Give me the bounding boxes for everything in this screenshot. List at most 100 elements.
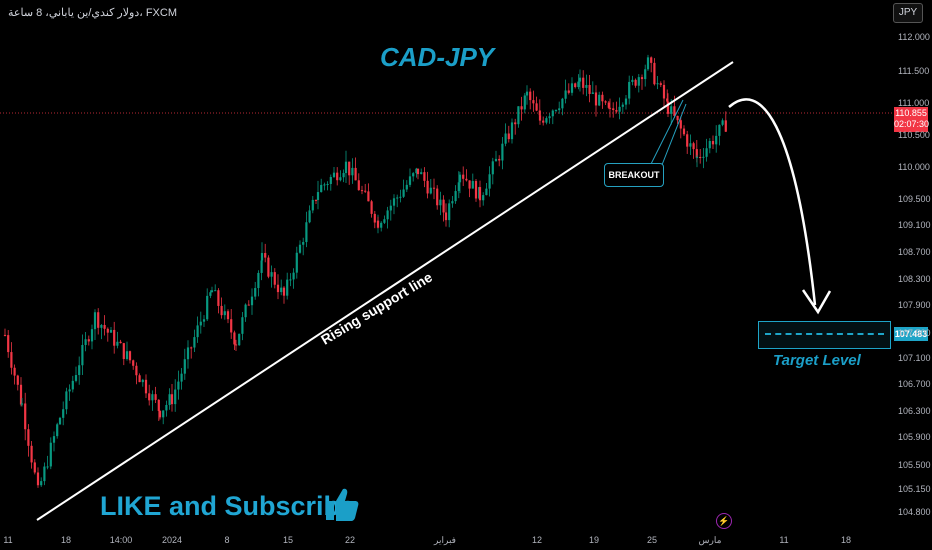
y-tick-label: 105.900 (898, 432, 931, 442)
candle-body (491, 161, 494, 175)
candle-body (598, 94, 601, 106)
candle-body (644, 69, 647, 80)
candle-body (494, 158, 498, 162)
candle-body (646, 57, 650, 70)
target-zone (758, 321, 891, 349)
candle-body (93, 312, 97, 330)
candle-body (298, 244, 302, 253)
candle-body (662, 84, 666, 99)
candle-body (432, 187, 436, 189)
breakout-label: BREAKOUT (604, 163, 664, 187)
x-tick-label: 2024 (161, 535, 183, 545)
candle-body (699, 156, 702, 158)
y-tick-label: 110.500 (898, 130, 930, 140)
target-level-label: Target Level (773, 352, 861, 369)
candle-body (196, 325, 199, 338)
candle-body (451, 201, 454, 204)
candle-body (621, 104, 624, 107)
candle-body (320, 184, 323, 193)
candle-body (721, 120, 724, 125)
candle-body (68, 389, 71, 392)
x-tick-label: 22 (344, 535, 356, 545)
candle-body (230, 319, 233, 333)
x-tick-label: مارس (698, 535, 722, 545)
candle-body (292, 272, 295, 280)
x-tick-label: 15 (282, 535, 294, 545)
candle-body (27, 429, 30, 446)
candle-body (241, 317, 244, 334)
candle-body (49, 442, 52, 467)
candle-body (36, 472, 40, 486)
chart-title: CAD-JPY (380, 42, 495, 72)
candle-body (344, 161, 348, 174)
candle-body (454, 191, 457, 202)
candle-body (183, 359, 186, 374)
currency-button[interactable]: JPY (893, 3, 923, 23)
x-tick-label: 19 (588, 535, 600, 545)
candle-body (289, 279, 292, 281)
candle-body (238, 333, 241, 346)
candle-body (84, 339, 87, 345)
candle-body (392, 198, 396, 206)
candle-body (525, 91, 529, 96)
candle-body (206, 295, 209, 320)
candle-body (656, 83, 659, 85)
candle-body (210, 290, 214, 293)
candle-body (548, 116, 551, 119)
candle-body (354, 167, 357, 181)
candle-body (217, 290, 220, 306)
candle-body (631, 79, 634, 82)
candle-body (7, 335, 10, 353)
y-tick-label: 111.500 (898, 66, 930, 76)
candle-body (16, 375, 19, 385)
candle-body (457, 182, 460, 192)
candle-body (582, 77, 585, 88)
candle-body (234, 344, 238, 346)
candle-body (436, 188, 439, 206)
candle-body (30, 445, 33, 463)
projection-arrow-head (801, 289, 832, 315)
y-tick-label: 107.100 (898, 353, 931, 363)
candle-body (577, 81, 580, 88)
candle-body (220, 305, 223, 316)
candle-body (458, 174, 462, 183)
candle-body (517, 106, 520, 125)
candles (3, 54, 727, 488)
candle-body (202, 319, 206, 322)
candle-body (399, 196, 402, 198)
candle-body (177, 381, 180, 390)
candle-body (585, 84, 588, 88)
candle-body (141, 379, 144, 383)
thumbs-up-icon (326, 488, 359, 521)
candle-body (420, 172, 423, 175)
like-subscribe-text: LIKE and Subscribe (100, 491, 356, 521)
candle-body (74, 375, 78, 381)
candle-body (90, 329, 94, 342)
y-tick-label: 107.500 (898, 328, 931, 338)
candle-body (682, 128, 686, 135)
candle-body (650, 57, 653, 63)
candle-body (608, 107, 612, 109)
candle-body (612, 108, 615, 111)
lightning-icon[interactable]: ⚡ (716, 513, 732, 529)
candle-body (113, 329, 116, 346)
candle-body (52, 436, 56, 443)
candle-body (357, 180, 360, 191)
candle-body (670, 106, 673, 114)
candle-body (20, 403, 24, 405)
candle-body (695, 156, 699, 158)
candle-body (510, 122, 514, 140)
candle-body (488, 174, 491, 189)
candle-body (561, 98, 564, 109)
candle-body (267, 257, 270, 277)
candle-body (186, 347, 190, 360)
candle-body (316, 192, 320, 200)
y-tick-label: 112.000 (898, 32, 930, 42)
candle-body (13, 367, 16, 376)
candle-body (329, 176, 332, 184)
y-tick-label: 105.500 (898, 460, 931, 470)
x-tick-label: 18 (60, 535, 72, 545)
candle-body (314, 199, 318, 201)
current-price-value: 110.855 (895, 108, 927, 118)
candle-body (383, 219, 386, 223)
